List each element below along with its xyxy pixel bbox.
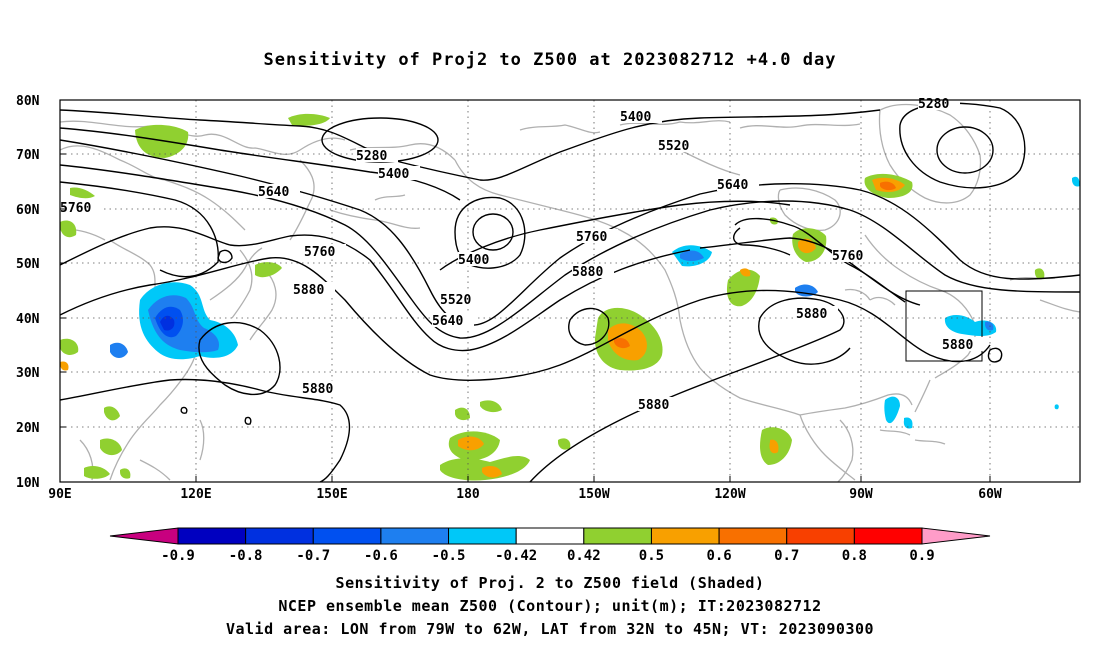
colorbar-segment bbox=[786, 527, 855, 545]
latitude-labels: 80N 70N 60N 50N 40N 30N 20N 10N bbox=[16, 94, 40, 491]
colorbar-segment bbox=[583, 527, 652, 545]
colorbar-segment bbox=[245, 527, 314, 545]
colorbar-label: -0.7 bbox=[296, 548, 330, 564]
contour-label: 5640 bbox=[717, 178, 748, 193]
contour-label: 5400 bbox=[620, 110, 651, 125]
contour-label: 5400 bbox=[378, 167, 409, 182]
lon-label: 120E bbox=[180, 487, 211, 502]
contour-label: 5640 bbox=[432, 314, 463, 329]
lat-label: 60N bbox=[16, 203, 40, 218]
contour-label: 5760 bbox=[576, 230, 607, 245]
colorbar-segment bbox=[448, 527, 517, 545]
sensitivity-shading bbox=[60, 113, 1080, 481]
colorbar-label: 0.8 bbox=[842, 548, 867, 564]
contour-label: 5520 bbox=[658, 139, 689, 154]
contour-label: 5520 bbox=[440, 293, 471, 308]
colorbar-label: -0.9 bbox=[161, 548, 195, 564]
colorbar-label: -0.8 bbox=[229, 548, 263, 564]
colorbar-segment bbox=[177, 527, 247, 545]
colorbar-segment bbox=[650, 527, 720, 545]
lon-label: 150W bbox=[578, 487, 609, 502]
lat-label: 50N bbox=[16, 257, 40, 272]
colorbar-label: 0.7 bbox=[774, 548, 799, 564]
contour-label: 5880 bbox=[638, 398, 669, 413]
caption-line-3: Valid area: LON from 79W to 62W, LAT fro… bbox=[225, 620, 875, 638]
contour-label: 5880 bbox=[572, 265, 603, 280]
contour-label: 5280 bbox=[356, 149, 387, 164]
coastlines bbox=[59, 103, 1081, 483]
lat-label: 80N bbox=[16, 94, 40, 109]
axis-ticks bbox=[59, 99, 991, 483]
lat-label: 20N bbox=[16, 421, 40, 436]
contour-label: 5880 bbox=[942, 338, 973, 353]
contour-label: 5880 bbox=[293, 283, 324, 298]
contour-label: 5280 bbox=[918, 97, 949, 112]
contour-label: 5400 bbox=[458, 253, 489, 268]
map-title: Sensitivity of Proj2 to Z500 at 20230827… bbox=[263, 50, 837, 70]
lat-label: 10N bbox=[16, 476, 40, 491]
contour-label: 5640 bbox=[258, 185, 289, 200]
caption-line-1: Sensitivity of Proj. 2 to Z500 field (Sh… bbox=[335, 574, 765, 592]
colorbar-segment bbox=[853, 527, 923, 545]
caption-line-2: NCEP ensemble mean Z500 (Contour); unit(… bbox=[278, 597, 822, 615]
contour-label: 5880 bbox=[796, 307, 827, 322]
lon-label: 180 bbox=[456, 487, 480, 502]
colorbar-min-arrow bbox=[109, 527, 179, 545]
colorbar-segment bbox=[515, 527, 585, 545]
colorbar-label: 0.9 bbox=[909, 548, 934, 564]
contour-labels: 5280 5400 5640 5760 5880 5760 5880 5400 … bbox=[60, 96, 984, 413]
colorbar-max-arrow bbox=[921, 527, 991, 545]
colorbar-segment bbox=[718, 527, 788, 545]
lat-label: 40N bbox=[16, 312, 40, 327]
lat-label: 30N bbox=[16, 366, 40, 381]
colorbar-label: -0.5 bbox=[432, 548, 466, 564]
contour-label: 5760 bbox=[832, 249, 863, 264]
contour-label: 5760 bbox=[304, 245, 335, 260]
valid-area-box bbox=[905, 290, 983, 362]
lat-label: 70N bbox=[16, 148, 40, 163]
colorbar: -0.9 -0.8 -0.7 -0.6 -0.5 -0.42 0.42 0.5 0.6 0.7 0.… bbox=[109, 527, 991, 564]
longitude-labels: 90E 120E 150E 180 150W 120W 90W 60W bbox=[48, 487, 1002, 502]
lon-label: 90E bbox=[48, 487, 71, 502]
colorbar-label: 0.6 bbox=[706, 548, 731, 564]
colorbar-label: -0.6 bbox=[364, 548, 398, 564]
lon-label: 150E bbox=[316, 487, 347, 502]
colorbar-label: 0.42 bbox=[567, 548, 601, 564]
map-frame bbox=[59, 99, 1081, 483]
lon-label: 120W bbox=[714, 487, 745, 502]
colorbar-segment bbox=[380, 527, 450, 545]
z500-contours bbox=[59, 102, 1081, 483]
lon-label: 60W bbox=[978, 487, 1002, 502]
lon-label: 90W bbox=[849, 487, 873, 502]
contour-label: 5760 bbox=[60, 201, 91, 216]
contour-label: 5880 bbox=[302, 382, 333, 397]
colorbar-label: -0.42 bbox=[495, 548, 537, 564]
colorbar-label: 0.5 bbox=[639, 548, 664, 564]
colorbar-segment bbox=[312, 527, 382, 545]
